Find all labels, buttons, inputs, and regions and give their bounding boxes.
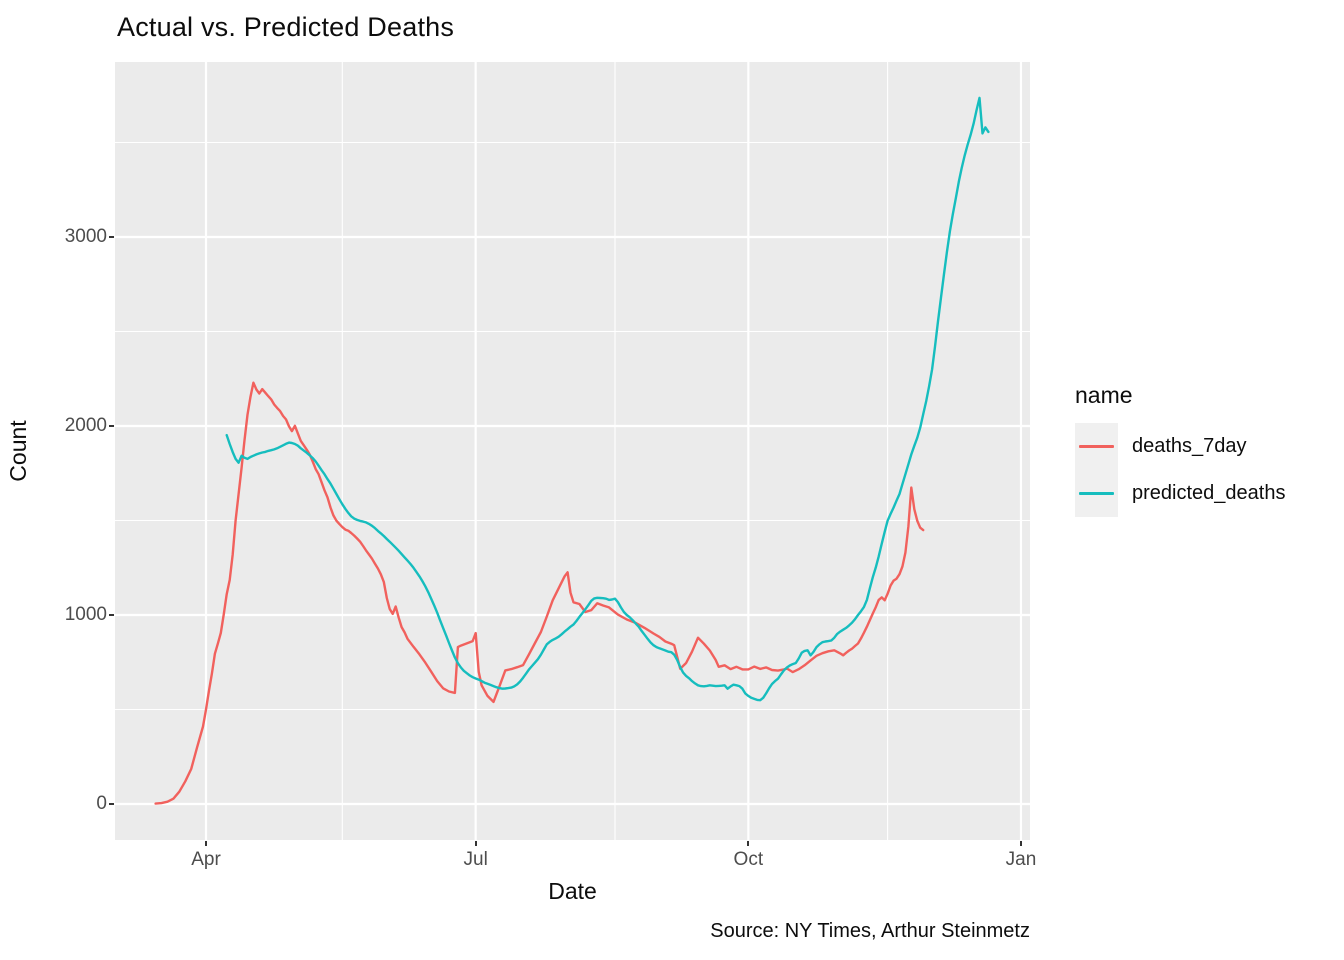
legend-item-label: predicted_deaths — [1132, 482, 1286, 504]
legend-title: name — [1075, 382, 1133, 408]
legend-item-label: deaths_7day — [1132, 435, 1247, 457]
y-tick-mark — [109, 803, 114, 805]
y-tick-label: 0 — [96, 793, 107, 814]
x-tick-mark — [1019, 841, 1022, 846]
y-tick-mark — [109, 614, 114, 616]
legend-item-predicted_deaths: predicted_deaths — [1075, 470, 1285, 517]
legend-key-swatch — [1075, 423, 1118, 470]
y-tick-mark — [109, 236, 114, 238]
legend: name deaths_7day predicted_deaths — [1075, 382, 1285, 517]
x-axis-title: Date — [548, 878, 597, 904]
page-title: Actual vs. Predicted Deaths — [117, 12, 455, 42]
y-axis-title: Count — [5, 420, 31, 482]
series-line-deaths_7day — [154, 381, 925, 805]
y-tick-label: 2000 — [64, 415, 107, 436]
legend-key-line-icon — [1079, 492, 1114, 495]
x-tick-label: Jan — [1005, 849, 1037, 870]
plot-panel — [115, 62, 1030, 840]
x-tick-mark — [205, 841, 207, 846]
panel-background — [115, 62, 1030, 840]
series-line-predicted_deaths — [225, 96, 990, 702]
x-tick-label: Apr — [191, 849, 221, 870]
x-tick-mark — [747, 841, 750, 846]
y-tick-mark — [109, 425, 114, 427]
x-tick-mark — [474, 841, 477, 846]
source-caption: Source: NY Times, Arthur Steinmetz — [710, 920, 1030, 942]
x-tick-label: Jul — [463, 849, 488, 870]
y-tick-label: 3000 — [64, 226, 107, 247]
legend-key-line-icon — [1079, 445, 1114, 448]
legend-item-deaths_7day: deaths_7day — [1075, 423, 1285, 470]
legend-rows: deaths_7day predicted_deaths — [1075, 423, 1285, 517]
y-tick-label: 1000 — [64, 604, 107, 625]
plot-canvas — [115, 62, 1030, 840]
legend-key-swatch — [1075, 470, 1118, 517]
x-tick-label: Oct — [733, 849, 764, 870]
